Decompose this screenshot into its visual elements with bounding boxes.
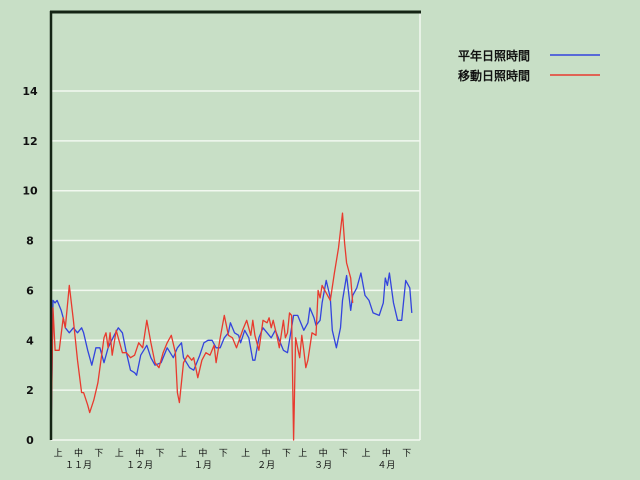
series-line-0 — [50, 272, 413, 441]
x-period-label: 上 — [298, 448, 307, 459]
x-axis-ticks: 上中下１１月上中下１２月上中下１月上中下２月上中下３月上中下４月 — [54, 447, 412, 471]
x-period-label: 中 — [74, 447, 83, 459]
x-period-label: 下 — [219, 449, 228, 459]
x-period-label: 上 — [178, 448, 187, 459]
x-month-label: １２月 — [126, 460, 153, 471]
x-month-label: １１月 — [65, 460, 92, 471]
x-period-label: 上 — [361, 448, 370, 459]
x-period-label: 下 — [282, 449, 291, 459]
x-period-label: 上 — [54, 448, 63, 459]
y-tick-label: 8 — [26, 235, 34, 248]
y-axis-ticks: 0 2 4 6 8 10 12 14 — [22, 85, 38, 447]
y-tick-label: 10 — [22, 185, 38, 198]
x-month-label: ３月 — [314, 460, 332, 471]
y-tick-label: 6 — [26, 284, 34, 297]
x-month-label: ４月 — [377, 460, 395, 471]
y-tick-label: 0 — [26, 434, 34, 447]
y-tick-label: 12 — [22, 135, 37, 148]
gridlines — [51, 90, 420, 441]
legend: 平年日照時間 移動日照時間 — [458, 48, 600, 83]
x-period-label: 上 — [241, 448, 250, 459]
x-period-label: 下 — [156, 449, 165, 459]
x-period-label: 下 — [402, 449, 411, 459]
x-period-label: 上 — [115, 448, 124, 459]
series-line-1 — [50, 212, 354, 441]
y-tick-label: 14 — [22, 85, 38, 98]
x-period-label: 下 — [94, 449, 103, 459]
x-period-label: 中 — [262, 447, 271, 459]
x-period-label: 下 — [339, 449, 348, 459]
x-period-label: 中 — [198, 447, 207, 459]
x-period-label: 中 — [382, 447, 391, 459]
legend-label-normal: 平年日照時間 — [458, 48, 530, 63]
series-lines — [50, 212, 413, 441]
y-tick-label: 2 — [26, 384, 34, 397]
y-tick-label: 4 — [26, 334, 34, 347]
x-month-label: １月 — [194, 460, 212, 471]
x-month-label: ２月 — [257, 460, 275, 471]
legend-label-moving: 移動日照時間 — [458, 68, 530, 83]
x-period-label: 中 — [135, 447, 144, 459]
x-period-label: 中 — [319, 447, 328, 459]
